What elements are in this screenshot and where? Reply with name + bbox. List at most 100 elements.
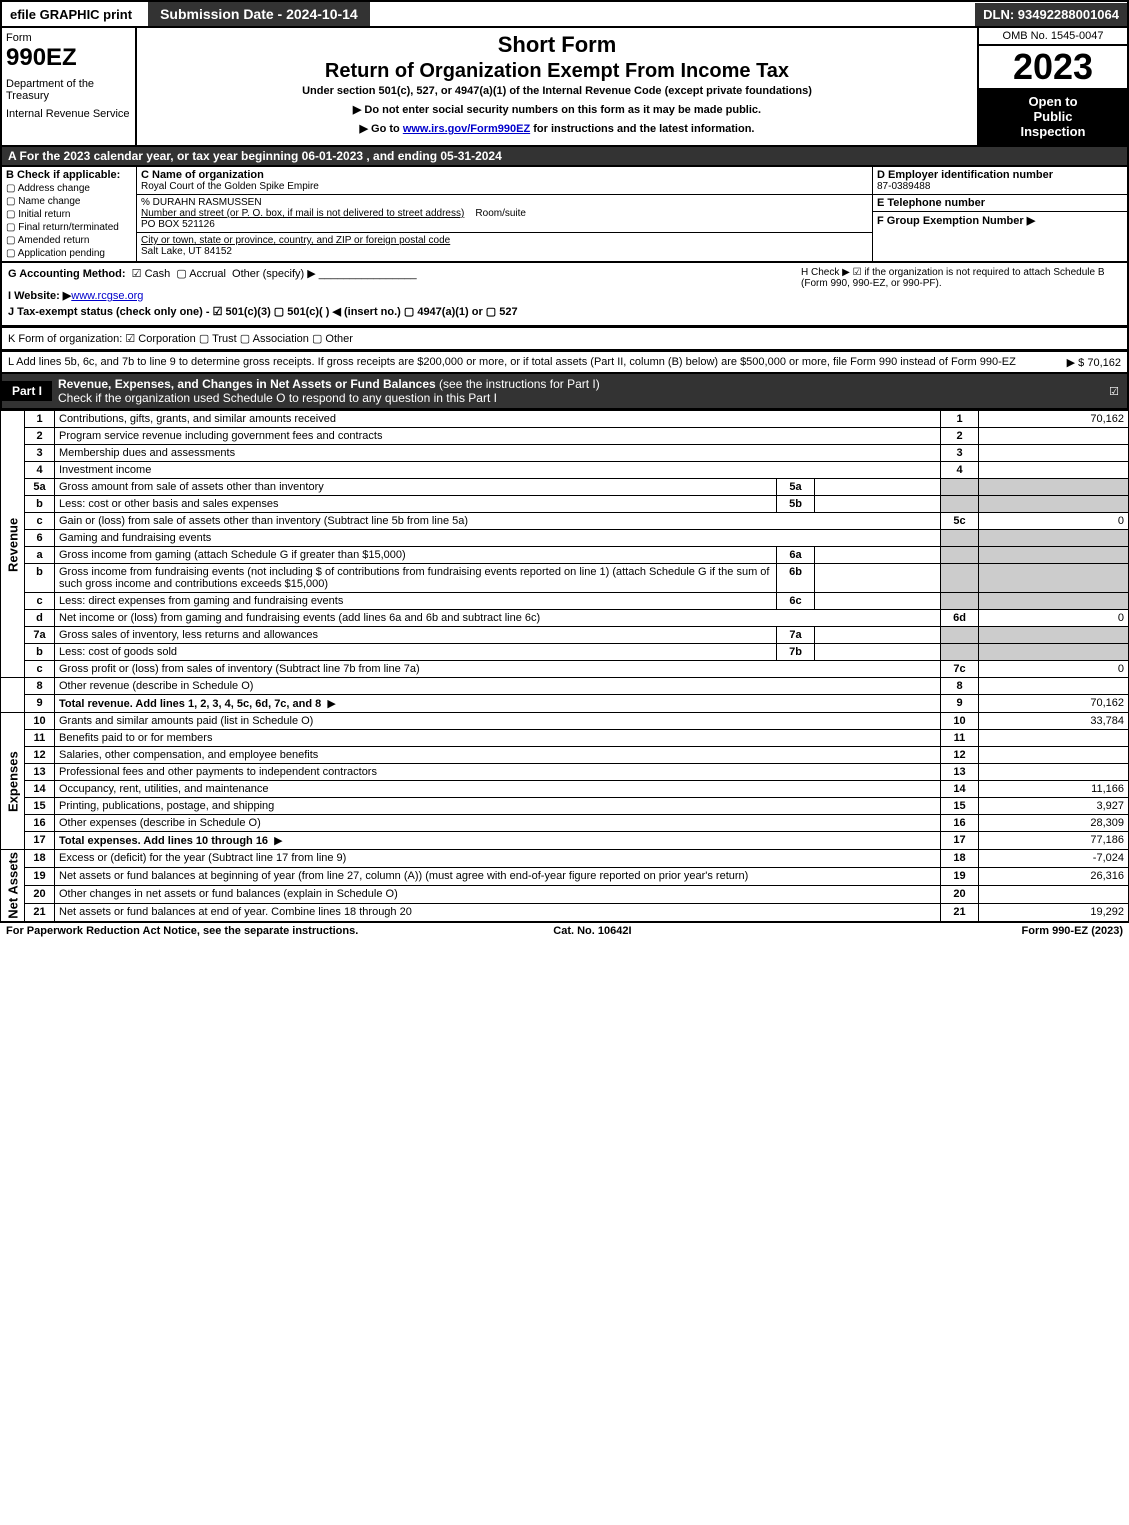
num-18: 18	[941, 850, 979, 868]
ln-1: 1	[25, 411, 55, 428]
desc-13: Professional fees and other payments to …	[55, 764, 941, 781]
part1-tag: Part I	[2, 381, 52, 401]
val-16: 28,309	[979, 815, 1129, 832]
g-accrual[interactable]: ▢ Accrual	[176, 268, 226, 280]
d-label: D Employer identification number	[877, 169, 1123, 181]
val-13	[979, 764, 1129, 781]
netassets-side-label: Net Assets	[1, 850, 25, 922]
goto-suffix: for instructions and the latest informat…	[530, 123, 754, 135]
num-5c: 5c	[941, 513, 979, 530]
chk-address-change[interactable]: ▢ Address change	[6, 183, 132, 194]
revenue-side-label: Revenue	[1, 411, 25, 678]
val-11	[979, 730, 1129, 747]
row-a-tax-year: A For the 2023 calendar year, or tax yea…	[0, 147, 1129, 167]
chk-initial-return[interactable]: ▢ Initial return	[6, 209, 132, 220]
page-footer: For Paperwork Reduction Act Notice, see …	[0, 922, 1129, 939]
c-name-row: C Name of organization Royal Court of th…	[137, 167, 872, 195]
chk-amended-return[interactable]: ▢ Amended return	[6, 235, 132, 246]
open2: Public	[985, 109, 1121, 124]
shadev-7a	[979, 627, 1129, 644]
shadev-6b	[979, 564, 1129, 593]
shade-6b	[941, 564, 979, 593]
chk-name-change[interactable]: ▢ Name change	[6, 196, 132, 207]
ln-12: 12	[25, 747, 55, 764]
f-label: F Group Exemption Number ▶	[877, 214, 1123, 227]
submission-date-button[interactable]: Submission Date - 2024-10-14	[148, 2, 370, 26]
num-17: 17	[941, 832, 979, 850]
part1-table: Revenue 1 Contributions, gifts, grants, …	[0, 410, 1129, 922]
val-18: -7,024	[979, 850, 1129, 868]
footer-left: For Paperwork Reduction Act Notice, see …	[6, 925, 358, 937]
g-cash[interactable]: ☑ Cash	[132, 268, 171, 280]
desc-14: Occupancy, rent, utilities, and maintena…	[55, 781, 941, 798]
section-bcdef: B Check if applicable: ▢ Address change …	[0, 167, 1129, 263]
dept-treasury: Department of the Treasury	[6, 78, 131, 102]
g-other[interactable]: Other (specify) ▶	[232, 268, 316, 280]
e-phone: E Telephone number	[873, 195, 1127, 212]
sub-6c: 6c	[777, 593, 815, 610]
chk-application-pending[interactable]: ▢ Application pending	[6, 248, 132, 259]
row-k-wrap: K Form of organization: ☑ Corporation ▢ …	[0, 327, 1129, 351]
ln-7c: c	[25, 661, 55, 678]
subval-6c	[815, 593, 941, 610]
shadev-6	[979, 530, 1129, 547]
ln-8: 8	[25, 678, 55, 695]
val-14: 11,166	[979, 781, 1129, 798]
shade-5b	[941, 496, 979, 513]
d-ein: D Employer identification number 87-0389…	[873, 167, 1127, 195]
form-header: Form 990EZ Department of the Treasury In…	[0, 28, 1129, 147]
org-name: Royal Court of the Golden Spike Empire	[141, 181, 319, 192]
desc-15: Printing, publications, postage, and shi…	[55, 798, 941, 815]
sub-7b: 7b	[777, 644, 815, 661]
c-careof-row: % DURAHN RASMUSSEN Number and street (or…	[137, 195, 872, 233]
num-21: 21	[941, 903, 979, 921]
website-link[interactable]: www.rcgse.org	[71, 290, 143, 302]
ln-16: 16	[25, 815, 55, 832]
row-k: K Form of organization: ☑ Corporation ▢ …	[8, 332, 1121, 345]
part1-title: Revenue, Expenses, and Changes in Net As…	[52, 374, 606, 408]
section-ghijkl: G Accounting Method: ☑ Cash ▢ Accrual Ot…	[0, 263, 1129, 327]
ln-7a: 7a	[25, 627, 55, 644]
num-13: 13	[941, 764, 979, 781]
shade-7b	[941, 644, 979, 661]
sub-7a: 7a	[777, 627, 815, 644]
shade-7a	[941, 627, 979, 644]
num-3: 3	[941, 445, 979, 462]
desc-2: Program service revenue including govern…	[55, 428, 941, 445]
desc-12: Salaries, other compensation, and employ…	[55, 747, 941, 764]
desc-17: Total expenses. Add lines 10 through 16 …	[55, 832, 941, 850]
irs-link[interactable]: www.irs.gov/Form990EZ	[403, 123, 530, 135]
efile-print[interactable]: efile GRAPHIC print	[2, 5, 140, 24]
val-4	[979, 462, 1129, 479]
num-19: 19	[941, 867, 979, 885]
city-label: City or town, state or province, country…	[141, 235, 450, 246]
subval-5b	[815, 496, 941, 513]
num-7c: 7c	[941, 661, 979, 678]
open1: Open to	[985, 94, 1121, 109]
row-l-wrap: L Add lines 5b, 6c, and 7b to line 9 to …	[0, 351, 1129, 374]
ln-18: 18	[25, 850, 55, 868]
chk-final-return[interactable]: ▢ Final return/terminated	[6, 222, 132, 233]
row-l-value: ▶ $ 70,162	[1067, 356, 1121, 369]
desc-9: Total revenue. Add lines 1, 2, 3, 4, 5c,…	[55, 695, 941, 713]
val-1: 70,162	[979, 411, 1129, 428]
ln-17: 17	[25, 832, 55, 850]
desc-21: Net assets or fund balances at end of ye…	[55, 903, 941, 921]
ln-6c: c	[25, 593, 55, 610]
desc-10: Grants and similar amounts paid (list in…	[55, 713, 941, 730]
topbar: efile GRAPHIC print Submission Date - 20…	[0, 0, 1129, 28]
f-group: F Group Exemption Number ▶	[873, 212, 1127, 229]
ln-5b: b	[25, 496, 55, 513]
city: Salt Lake, UT 84152	[141, 246, 232, 257]
val-7c: 0	[979, 661, 1129, 678]
desc-5b: Less: cost or other basis and sales expe…	[55, 496, 777, 513]
subval-6a	[815, 547, 941, 564]
room-label: Room/suite	[475, 208, 526, 219]
ln-13: 13	[25, 764, 55, 781]
part1-check[interactable]: ☑	[1101, 382, 1127, 401]
donot-ssn: ▶ Do not enter social security numbers o…	[141, 103, 973, 116]
sub-5a: 5a	[777, 479, 815, 496]
row-i: I Website: ▶www.rcgse.org	[8, 289, 1121, 302]
section-c: C Name of organization Royal Court of th…	[137, 167, 872, 261]
subval-5a	[815, 479, 941, 496]
